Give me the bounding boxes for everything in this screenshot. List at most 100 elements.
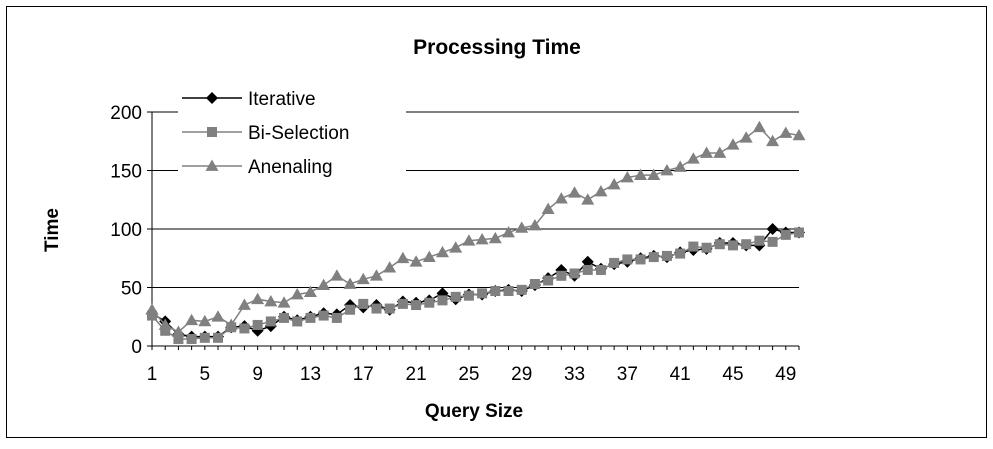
data-point <box>344 277 357 288</box>
data-point <box>212 310 225 321</box>
x-tick-label: 45 <box>722 364 743 385</box>
data-point <box>279 313 289 323</box>
data-point <box>517 285 527 295</box>
data-point <box>556 271 566 281</box>
data-point <box>292 316 302 326</box>
data-point <box>779 127 792 138</box>
y-tick-label: 200 <box>110 103 142 124</box>
data-point <box>702 243 712 253</box>
data-point <box>371 304 381 314</box>
legend-label: Iterative <box>248 89 316 110</box>
data-point <box>411 300 421 310</box>
x-tick-label: 49 <box>775 364 796 385</box>
data-point <box>740 131 753 142</box>
data-point <box>239 323 249 333</box>
data-point <box>383 261 396 272</box>
data-point <box>251 293 264 304</box>
data-point <box>781 230 791 240</box>
data-point <box>555 192 568 203</box>
x-tick-label: 17 <box>353 364 374 385</box>
data-point <box>726 138 739 149</box>
data-point <box>396 252 409 263</box>
data-point <box>504 286 514 296</box>
y-tick-label: 150 <box>110 162 142 183</box>
data-point <box>543 275 553 285</box>
data-point <box>345 305 355 315</box>
data-point <box>662 251 672 261</box>
data-point <box>754 236 764 246</box>
data-point <box>213 333 223 343</box>
data-point <box>319 311 329 321</box>
data-point <box>200 333 210 343</box>
data-point <box>489 232 502 243</box>
x-tick-label: 33 <box>564 364 585 385</box>
data-point <box>700 146 713 157</box>
data-point <box>596 265 606 275</box>
x-tick-label: 21 <box>406 364 427 385</box>
x-tick-label: 25 <box>458 364 479 385</box>
x-axis-label: Query Size <box>425 401 523 422</box>
data-point <box>688 242 698 252</box>
data-point <box>423 251 436 262</box>
data-point <box>437 295 447 305</box>
y-tick-label: 100 <box>110 220 142 241</box>
x-tick-label: 37 <box>617 364 638 385</box>
data-point <box>728 240 738 250</box>
data-point <box>385 304 395 314</box>
data-point <box>424 298 434 308</box>
data-point <box>317 279 330 290</box>
data-point <box>649 252 659 262</box>
data-point <box>253 320 263 330</box>
y-tick-label: 50 <box>121 279 142 300</box>
data-point <box>675 249 685 259</box>
legend-label: Anenaling <box>248 157 333 178</box>
y-axis-label: Time <box>42 208 63 252</box>
data-point <box>464 291 474 301</box>
data-point <box>568 186 581 197</box>
data-point <box>398 299 408 309</box>
legend: Iterative Bi-Selection Anenaling <box>178 83 406 189</box>
data-point <box>622 254 632 264</box>
legend-marker <box>207 127 217 137</box>
data-point <box>608 178 621 189</box>
data-point <box>185 314 198 325</box>
data-point <box>542 203 555 214</box>
data-point <box>570 268 580 278</box>
data-point <box>477 288 487 298</box>
data-point <box>741 239 751 249</box>
data-point <box>187 334 197 344</box>
data-point <box>636 254 646 264</box>
x-tick-label: 9 <box>252 364 263 385</box>
x-tick-label: 41 <box>670 364 691 385</box>
data-point <box>609 258 619 268</box>
legend-label: Bi-Selection <box>248 123 349 144</box>
data-point <box>594 185 607 196</box>
data-point <box>305 313 315 323</box>
data-point <box>451 292 461 302</box>
data-point <box>436 246 449 257</box>
data-point <box>449 241 462 252</box>
x-tick-label: 29 <box>511 364 532 385</box>
x-tick-label: 5 <box>200 364 211 385</box>
data-point <box>794 228 804 238</box>
data-point <box>530 279 540 289</box>
x-tick-label: 1 <box>147 364 158 385</box>
data-point <box>370 269 383 280</box>
data-point <box>768 237 778 247</box>
data-point <box>581 193 594 204</box>
data-point <box>674 160 687 171</box>
data-point <box>753 121 766 132</box>
data-point <box>238 299 251 310</box>
data-point <box>146 303 159 314</box>
x-tick-label: 13 <box>300 364 321 385</box>
data-point <box>687 152 700 163</box>
data-point <box>266 316 276 326</box>
data-point <box>713 146 726 157</box>
data-point <box>583 265 593 275</box>
data-point <box>502 226 515 237</box>
data-point <box>490 286 500 296</box>
series-bi-selection <box>147 228 804 344</box>
data-point <box>715 239 725 249</box>
